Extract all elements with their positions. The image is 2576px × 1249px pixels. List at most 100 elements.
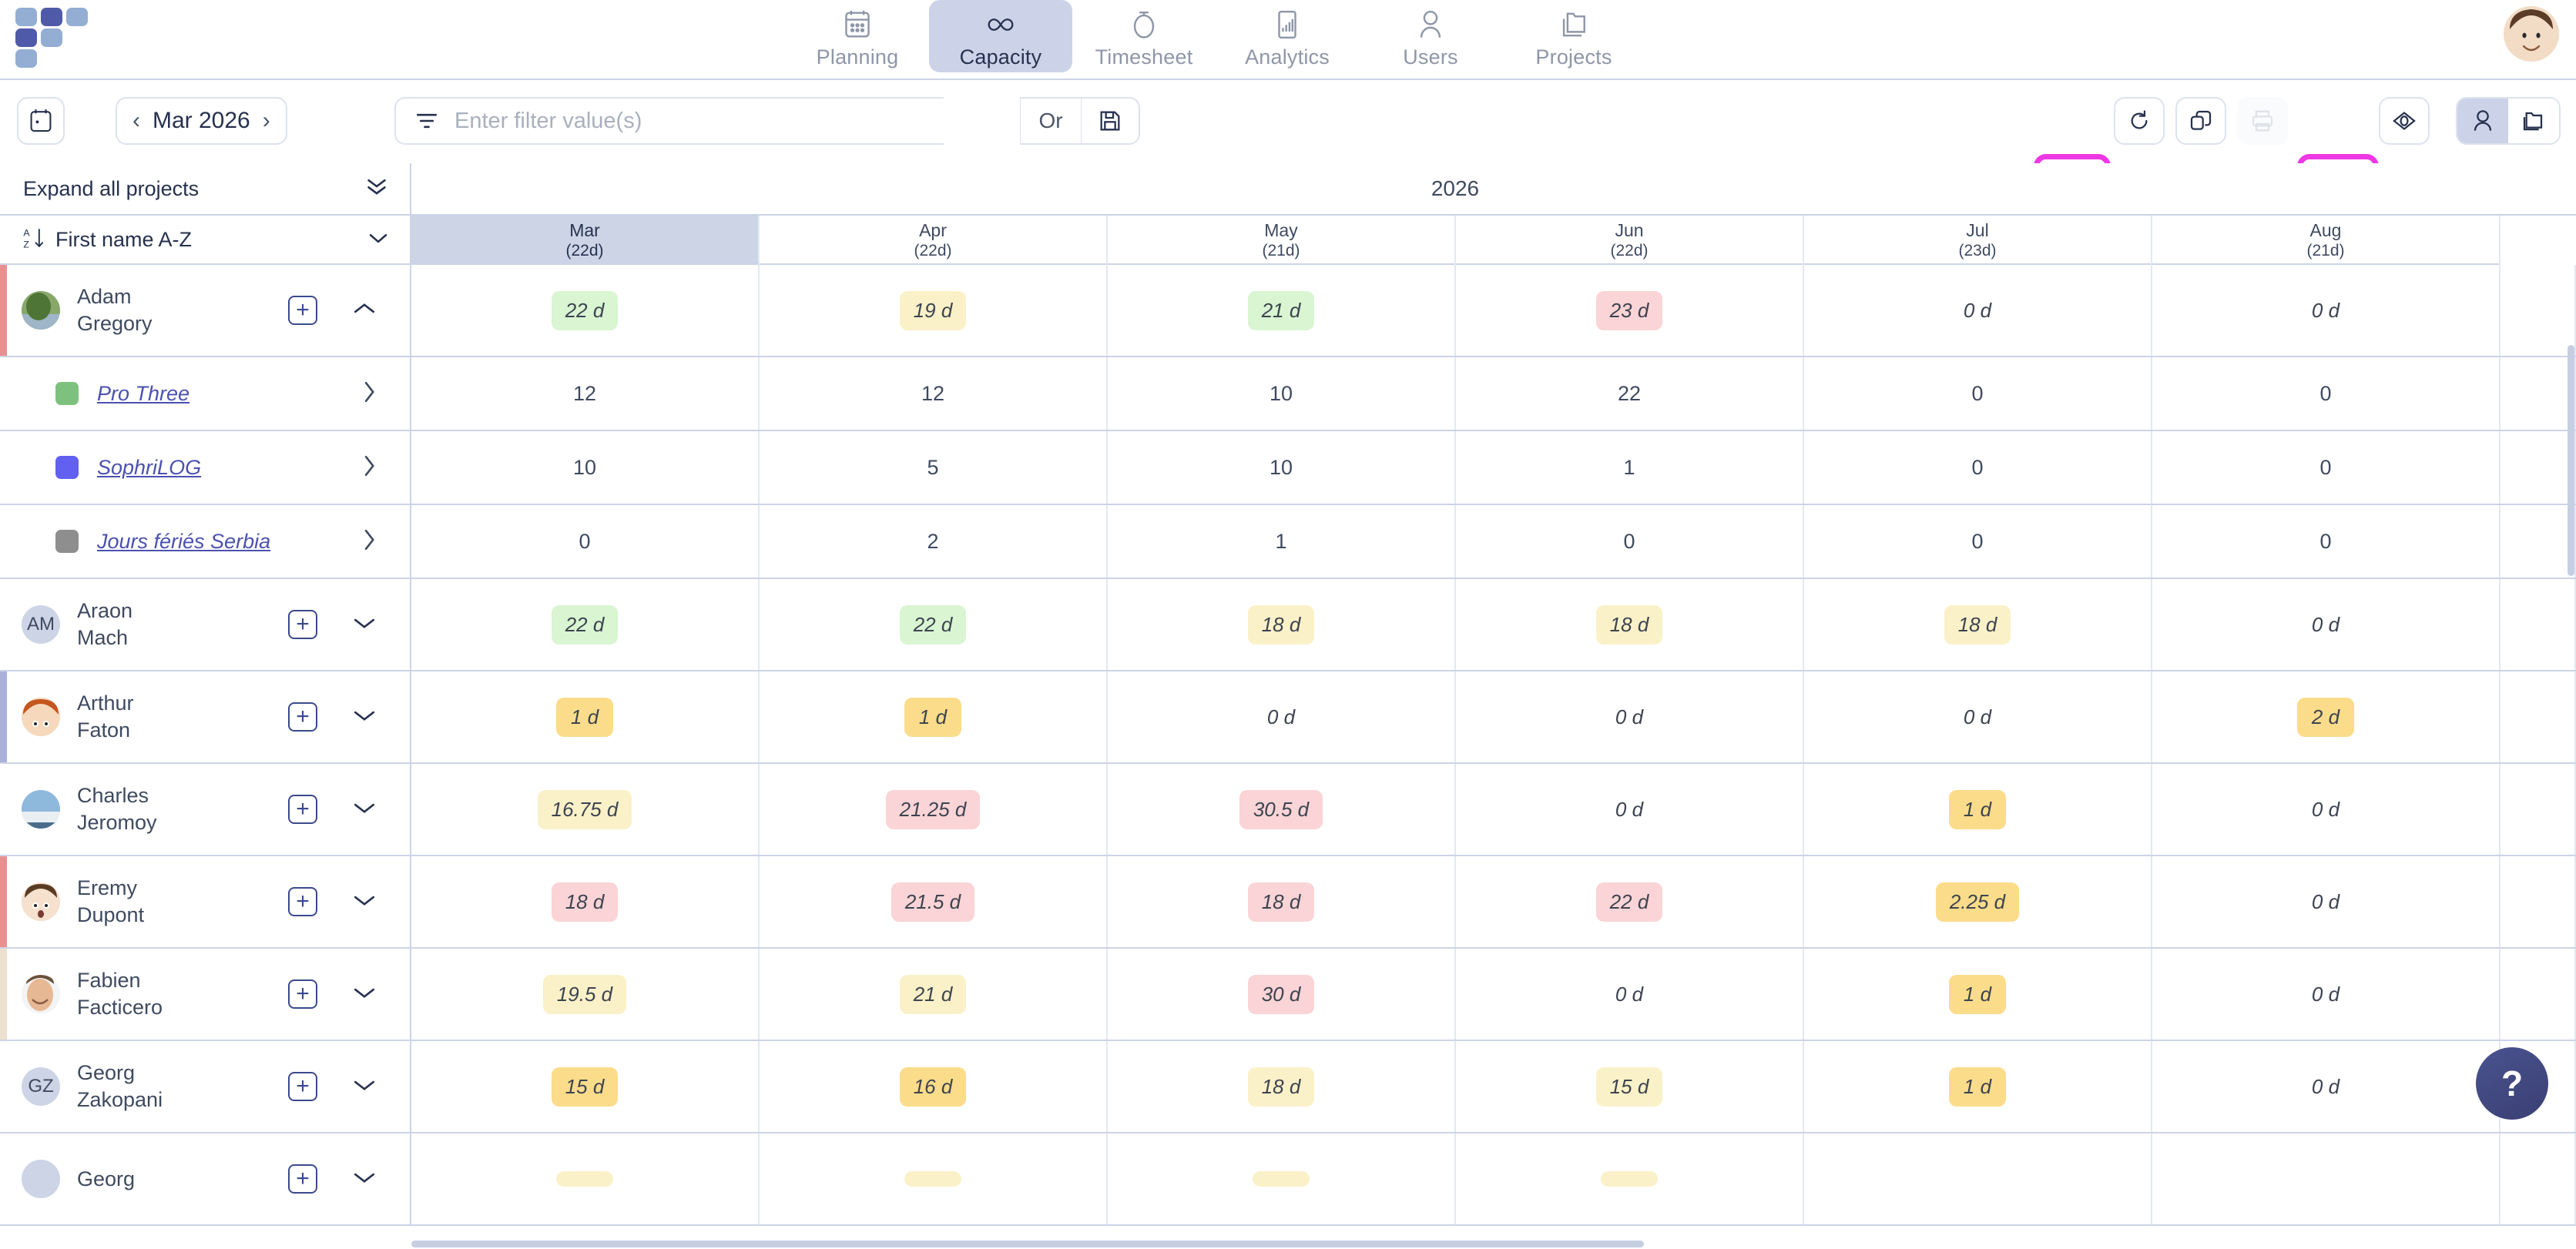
sort-selector[interactable]: A Z First name A-Z — [0, 216, 411, 265]
user-name-cell[interactable]: Georg + — [0, 1133, 411, 1224]
month-header-mar[interactable]: Mar (22d) — [411, 216, 760, 265]
expand-user-chevron-down-icon[interactable] — [351, 614, 377, 635]
capacity-cell[interactable]: 21 d — [1108, 265, 1456, 356]
expand-user-chevron-down-icon[interactable] — [351, 892, 377, 912]
nav-item-users[interactable]: Users — [1359, 0, 1502, 72]
capacity-cell[interactable]: 15 d — [1456, 1041, 1804, 1132]
capacity-cell[interactable]: 0 d — [2152, 265, 2501, 356]
project-row[interactable]: Pro Three 12 12 10 22 0 0 — [0, 357, 2576, 431]
project-capacity-cell[interactable]: 0 — [1804, 431, 2152, 504]
project-capacity-cell[interactable]: 0 — [411, 505, 760, 578]
capacity-cell[interactable]: 21 d — [760, 949, 1108, 1040]
expand-user-chevron-down-icon[interactable] — [351, 707, 377, 728]
vertical-scrollbar-thumb[interactable] — [2568, 345, 2574, 576]
project-capacity-cell[interactable]: 0 — [1804, 505, 2152, 578]
capacity-cell[interactable]: 19.5 d — [411, 949, 760, 1040]
expand-all-projects-button[interactable]: Expand all projects — [0, 163, 411, 216]
expand-project-chevron-right-icon[interactable] — [361, 527, 377, 557]
month-header-aug[interactable]: Aug (21d) — [2152, 216, 2501, 265]
capacity-cell[interactable]: 0 d — [1804, 671, 2152, 762]
expand-user-chevron-down-icon[interactable] — [351, 984, 377, 1005]
view-mode-users-button[interactable] — [2457, 99, 2508, 143]
vertical-scrollbar[interactable] — [2567, 326, 2576, 1249]
project-capacity-cell[interactable]: 0 — [1804, 357, 2152, 430]
save-filter-button[interactable] — [1082, 97, 1140, 145]
capacity-cell[interactable]: 0 d — [2152, 949, 2501, 1040]
project-capacity-cell[interactable]: 0 — [2152, 431, 2501, 504]
user-row[interactable]: GZ Georg Zakopani +15 d 16 d 18 d 15 d 1 d 0 d — [0, 1041, 2576, 1133]
capacity-cell[interactable]: 1 d — [1804, 949, 2152, 1040]
capacity-cell[interactable]: 16 d — [760, 1041, 1108, 1132]
capacity-cell[interactable]: 22 d — [411, 579, 760, 670]
project-capacity-cell[interactable]: 5 — [760, 431, 1108, 504]
nav-item-projects[interactable]: Projects — [1502, 0, 1645, 72]
capacity-cell[interactable]: 18 d — [1804, 579, 2152, 670]
capacity-cell[interactable]: 0 d — [2152, 764, 2501, 855]
capacity-cell[interactable]: 22 d — [760, 579, 1108, 670]
user-avatar[interactable]: GZ — [22, 1067, 60, 1106]
filter-or-button[interactable]: Or — [1020, 97, 1082, 145]
capacity-cell[interactable]: 22 d — [1456, 856, 1804, 947]
filter-input[interactable] — [454, 108, 901, 134]
user-avatar[interactable] — [22, 882, 60, 921]
add-assignment-button[interactable]: + — [288, 610, 317, 639]
user-avatar[interactable]: AM — [22, 605, 60, 644]
user-name-cell[interactable]: Charles Jeromoy + — [0, 764, 411, 855]
duplicate-button[interactable] — [2175, 97, 2226, 145]
project-capacity-cell[interactable]: 12 — [411, 357, 760, 430]
visibility-button[interactable] — [2379, 97, 2430, 145]
project-row[interactable]: Jours fériés Serbia 0 2 1 0 0 0 — [0, 505, 2576, 579]
month-header-may[interactable]: May (21d) — [1108, 216, 1456, 265]
project-row[interactable]: SophriLOG 10 5 10 1 0 0 — [0, 431, 2576, 505]
capacity-cell[interactable] — [2152, 1133, 2501, 1224]
capacity-cell[interactable]: 18 d — [411, 856, 760, 947]
user-name-cell[interactable]: AM Araon Mach + — [0, 579, 411, 670]
current-user-avatar[interactable] — [2504, 6, 2559, 62]
user-row[interactable]: Georg + — [0, 1133, 2576, 1226]
capacity-cell[interactable]: 0 d — [1456, 671, 1804, 762]
add-assignment-button[interactable]: + — [288, 702, 317, 732]
prev-month-button[interactable]: ‹ — [132, 108, 140, 133]
add-assignment-button[interactable]: + — [288, 795, 317, 824]
expand-project-chevron-right-icon[interactable] — [361, 453, 377, 483]
expand-project-chevron-right-icon[interactable] — [361, 379, 377, 409]
user-row[interactable]: Arthur Faton +1 d 1 d 0 d 0 d 0 d 2 d — [0, 671, 2576, 764]
month-header-jul[interactable]: Jul (23d) — [1804, 216, 2152, 265]
user-row[interactable]: Fabien Facticero +19.5 d 21 d 30 d 0 d 1 d 0 d — [0, 949, 2576, 1041]
refresh-button[interactable] — [2114, 97, 2165, 145]
calendar-picker-button[interactable] — [17, 97, 65, 145]
project-capacity-cell[interactable]: 10 — [1108, 357, 1456, 430]
capacity-cell[interactable] — [1804, 1133, 2152, 1224]
user-name-cell[interactable]: GZ Georg Zakopani + — [0, 1041, 411, 1132]
expand-user-chevron-down-icon[interactable] — [351, 1169, 377, 1190]
capacity-cell[interactable]: 22 d — [411, 265, 760, 356]
add-assignment-button[interactable]: + — [288, 979, 317, 1009]
user-avatar[interactable] — [22, 698, 60, 736]
project-capacity-cell[interactable]: 1 — [1456, 431, 1804, 504]
nav-item-analytics[interactable]: Analytics — [1216, 0, 1359, 72]
capacity-cell[interactable]: 0 d — [2152, 1041, 2501, 1132]
capacity-cell[interactable]: 18 d — [1108, 579, 1456, 670]
horizontal-scrollbar-thumb[interactable] — [411, 1241, 1644, 1247]
project-name-cell[interactable]: Jours fériés Serbia — [0, 505, 411, 578]
view-mode-projects-button[interactable] — [2508, 99, 2559, 143]
capacity-cell[interactable]: 21.5 d — [760, 856, 1108, 947]
user-name-cell[interactable]: Adam Gregory + — [0, 265, 411, 356]
project-name-link[interactable]: Pro Three — [97, 381, 190, 405]
add-assignment-button[interactable]: + — [288, 1072, 317, 1101]
next-month-button[interactable]: › — [262, 108, 270, 133]
project-capacity-cell[interactable]: 2 — [760, 505, 1108, 578]
month-header-jun[interactable]: Jun (22d) — [1456, 216, 1804, 265]
capacity-cell[interactable]: 23 d — [1456, 265, 1804, 356]
project-name-cell[interactable]: Pro Three — [0, 357, 411, 430]
capacity-cell[interactable]: 0 d — [1456, 949, 1804, 1040]
expand-user-chevron-down-icon[interactable] — [351, 799, 377, 820]
nav-item-capacity[interactable]: Capacity — [929, 0, 1072, 72]
capacity-cell[interactable]: 18 d — [1456, 579, 1804, 670]
capacity-cell[interactable]: 30 d — [1108, 949, 1456, 1040]
app-logo[interactable] — [15, 6, 108, 68]
capacity-cell[interactable]: 30.5 d — [1108, 764, 1456, 855]
capacity-cell[interactable]: 16.75 d — [411, 764, 760, 855]
capacity-cell[interactable]: 0 d — [2152, 856, 2501, 947]
nav-item-planning[interactable]: Planning — [786, 0, 929, 72]
